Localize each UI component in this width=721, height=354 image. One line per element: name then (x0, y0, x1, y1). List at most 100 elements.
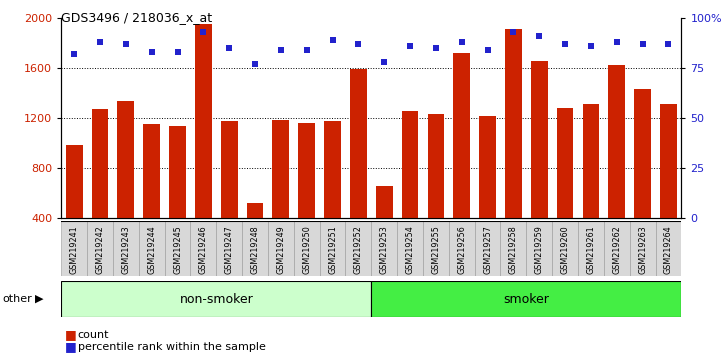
Text: ■: ■ (65, 328, 76, 341)
Point (172, 49, 183, 55)
Bar (319, 221, 345, 276)
Point (559, 41, 571, 46)
Bar (195, 24, 212, 268)
Point (585, 43, 597, 48)
Bar (113, 221, 138, 276)
Bar (479, 116, 496, 268)
Bar (221, 121, 238, 268)
Bar (448, 221, 474, 276)
Point (456, 39, 467, 45)
Text: percentile rank within the sample: percentile rank within the sample (78, 342, 266, 352)
Bar (660, 104, 677, 268)
Point (534, 33, 545, 39)
Bar (505, 29, 522, 268)
Point (275, 47, 287, 52)
Point (327, 37, 338, 42)
Bar (268, 221, 293, 276)
Text: GSM219244: GSM219244 (147, 225, 156, 274)
Text: ▶: ▶ (35, 294, 43, 304)
Text: GSM219261: GSM219261 (586, 225, 596, 274)
Bar (655, 221, 681, 276)
Bar (474, 221, 500, 276)
Bar (634, 89, 651, 268)
Point (353, 41, 364, 46)
Text: GSM219264: GSM219264 (664, 225, 673, 274)
Bar (371, 281, 681, 317)
Text: other: other (2, 294, 32, 304)
Text: GSM219247: GSM219247 (225, 225, 234, 274)
Bar (526, 221, 552, 276)
Point (637, 41, 648, 46)
Text: smoker: smoker (503, 293, 549, 306)
Text: count: count (78, 330, 110, 339)
Bar (350, 69, 367, 268)
Bar (273, 120, 289, 268)
Text: non-smoker: non-smoker (180, 293, 253, 306)
Bar (402, 112, 418, 268)
Text: GSM219242: GSM219242 (96, 225, 105, 274)
Point (404, 43, 416, 48)
Bar (242, 221, 268, 276)
Bar (583, 104, 599, 268)
Bar (138, 221, 164, 276)
Bar (428, 114, 444, 268)
Text: GSM219243: GSM219243 (121, 225, 131, 274)
Point (611, 39, 622, 45)
Text: GSM219256: GSM219256 (457, 225, 466, 274)
Bar (423, 221, 448, 276)
Bar (531, 62, 548, 268)
Point (198, 29, 209, 35)
Text: GSM219255: GSM219255 (431, 225, 441, 274)
Point (508, 29, 519, 35)
Point (94, 39, 106, 45)
Text: GSM219263: GSM219263 (638, 225, 647, 274)
Bar (87, 221, 113, 276)
Text: ■: ■ (65, 341, 76, 353)
Bar (293, 221, 319, 276)
Bar (454, 53, 470, 268)
Text: GSM219252: GSM219252 (354, 225, 363, 274)
Bar (629, 221, 655, 276)
Bar (190, 221, 216, 276)
Bar (552, 221, 578, 276)
Bar (557, 108, 573, 268)
Bar (61, 221, 87, 276)
Text: GSM219253: GSM219253 (380, 225, 389, 274)
Point (430, 45, 442, 51)
Text: GSM219262: GSM219262 (612, 225, 622, 274)
Bar (61, 281, 371, 317)
Point (68, 51, 80, 57)
Point (146, 49, 157, 55)
Bar (66, 145, 83, 268)
Point (379, 59, 390, 64)
Bar (603, 221, 629, 276)
Text: GSM219241: GSM219241 (70, 225, 79, 274)
Text: GSM219249: GSM219249 (276, 225, 286, 274)
Bar (118, 102, 134, 268)
Point (249, 61, 261, 67)
Bar (143, 124, 160, 268)
Bar (397, 221, 423, 276)
Bar (500, 221, 526, 276)
Bar (371, 221, 397, 276)
Bar (247, 203, 263, 268)
Bar (578, 221, 603, 276)
Text: GSM219250: GSM219250 (302, 225, 311, 274)
Bar (169, 126, 186, 268)
Point (663, 41, 674, 46)
Bar (216, 221, 242, 276)
Bar (609, 65, 625, 268)
Point (120, 41, 132, 46)
Bar (345, 221, 371, 276)
Point (301, 47, 312, 52)
Text: GSM219258: GSM219258 (509, 225, 518, 274)
Text: GSM219254: GSM219254 (406, 225, 415, 274)
Text: GSM219260: GSM219260 (561, 225, 570, 274)
Text: GSM219246: GSM219246 (199, 225, 208, 274)
Point (482, 47, 493, 52)
Text: GSM219259: GSM219259 (535, 225, 544, 274)
Text: GSM219248: GSM219248 (251, 225, 260, 274)
Bar (164, 221, 190, 276)
Bar (376, 187, 393, 268)
Bar (92, 109, 108, 268)
